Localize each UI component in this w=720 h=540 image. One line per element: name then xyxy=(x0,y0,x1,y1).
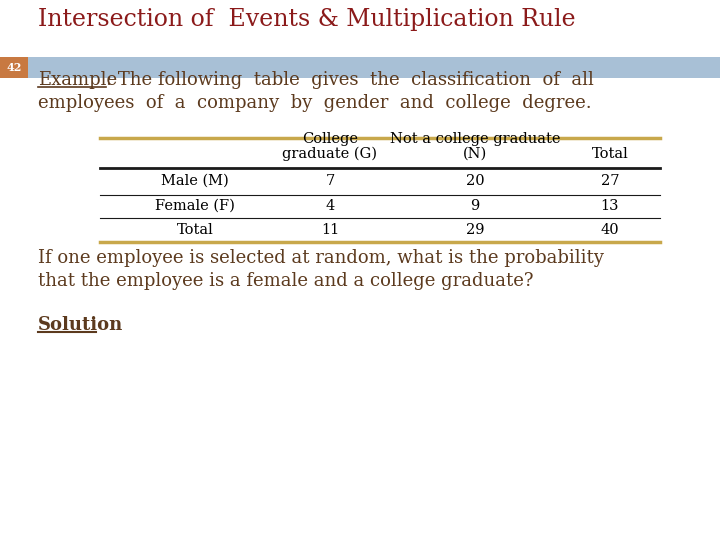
Text: 13: 13 xyxy=(600,199,619,213)
Text: that the employee is a female and a college graduate?: that the employee is a female and a coll… xyxy=(38,272,534,290)
Text: 27: 27 xyxy=(600,174,619,188)
Text: Not a college graduate: Not a college graduate xyxy=(390,132,560,146)
Text: 40: 40 xyxy=(600,223,619,237)
Text: 11: 11 xyxy=(321,223,339,237)
Text: 7: 7 xyxy=(325,174,335,188)
Text: 9: 9 xyxy=(470,199,480,213)
Text: 29: 29 xyxy=(466,223,485,237)
Text: graduate (G): graduate (G) xyxy=(282,146,377,161)
Text: 42: 42 xyxy=(6,62,22,73)
Text: (N): (N) xyxy=(463,147,487,161)
Text: 4: 4 xyxy=(325,199,335,213)
Text: Total: Total xyxy=(592,147,629,161)
Text: 20: 20 xyxy=(466,174,485,188)
Text: Female (F): Female (F) xyxy=(155,199,235,213)
Text: employees  of  a  company  by  gender  and  college  degree.: employees of a company by gender and col… xyxy=(38,94,592,112)
Text: : The following  table  gives  the  classification  of  all: : The following table gives the classifi… xyxy=(106,71,594,89)
Text: College: College xyxy=(302,132,358,146)
Text: Example: Example xyxy=(38,71,117,89)
Text: Total: Total xyxy=(176,223,213,237)
Text: Male (M): Male (M) xyxy=(161,174,229,188)
Text: If one employee is selected at random, what is the probability: If one employee is selected at random, w… xyxy=(38,249,604,267)
Text: Solution: Solution xyxy=(38,316,123,334)
Text: Intersection of  Events & Multiplication Rule: Intersection of Events & Multiplication … xyxy=(38,8,575,31)
